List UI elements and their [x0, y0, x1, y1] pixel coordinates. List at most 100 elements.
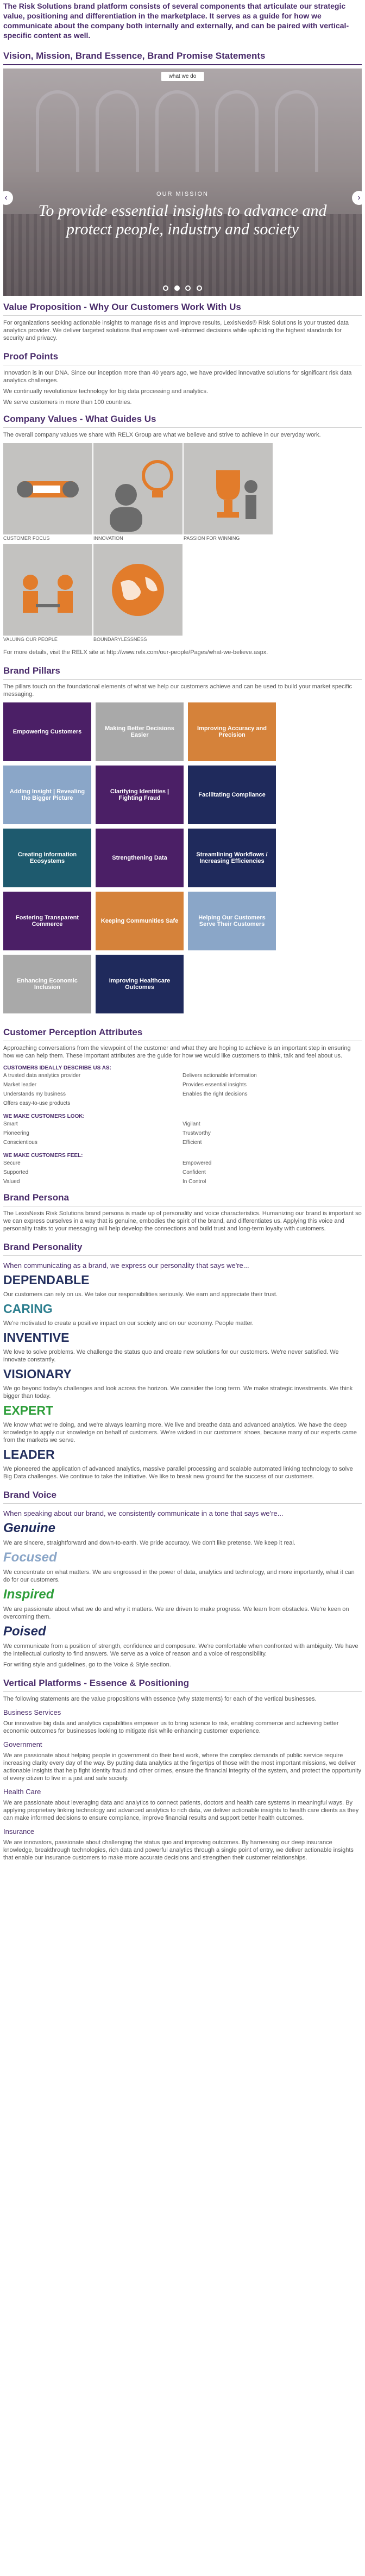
carousel-dot[interactable]: [185, 285, 191, 291]
value-label: CUSTOMER FOCUS: [3, 536, 50, 541]
carousel-prev-arrow-icon[interactable]: ‹: [3, 191, 13, 205]
arch-decoration: [96, 90, 139, 172]
trait-word: EXPERT: [3, 1403, 54, 1417]
attribute: Pioneering: [3, 1130, 29, 1136]
pillar-tile: Clarifying Identities | Fighting Fraud: [96, 766, 184, 824]
trait-desc: We love to solve problems. We challenge …: [3, 1349, 339, 1363]
brand-pillars-heading: Brand Pillars: [3, 659, 362, 680]
pillar-empty: [280, 829, 365, 887]
pillar-tile: Improving Accuracy and Precision: [188, 702, 276, 761]
attribute: A trusted data analytics provider: [3, 1073, 81, 1079]
pillar-empty: [280, 892, 365, 950]
pillar-tile: Making Better Decisions Easier: [96, 702, 184, 761]
perception-text: Approaching conversations from the viewp…: [3, 1045, 351, 1059]
describe-list: A trusted data analytics provider Market…: [3, 1071, 362, 1108]
value-passion-for-winning: PASSION FOR WINNING: [184, 443, 273, 544]
voice-heading: Brand Voice: [3, 1484, 362, 1504]
proof-point: We serve customers in more than 100 coun…: [3, 399, 132, 406]
mission-statement: To provide essential insights to advance…: [38, 202, 327, 238]
feel-list: Secure Supported Valued Empowered Confid…: [3, 1159, 362, 1186]
relx-link-text[interactable]: For more details, visit the RELX site at…: [3, 649, 268, 656]
trait-word: VISIONARY: [3, 1367, 72, 1381]
intro-text: The Risk Solutions brand platform consis…: [3, 2, 349, 40]
trophy-icon: [184, 443, 273, 534]
trait-word: INVENTIVE: [3, 1330, 70, 1345]
attribute: Valued: [3, 1179, 20, 1185]
attribute: Delivers actionable information: [182, 1073, 257, 1079]
value-label: PASSION FOR WINNING: [184, 536, 240, 541]
tone-word: Focused: [3, 1550, 57, 1565]
value-label: VALUING OUR PEOPLE: [3, 637, 58, 642]
company-values-heading: Company Values - What Guides Us: [3, 408, 362, 428]
values-grid: CUSTOMER FOCUS INNOVATION PASSION FOR WI…: [3, 443, 362, 645]
arch-decoration: [36, 90, 79, 172]
crowd-floor: [3, 214, 362, 296]
pillar-tile: Improving Healthcare Outcomes: [96, 955, 184, 1013]
attribute: Confident: [182, 1169, 206, 1175]
perception-heading: Customer Perception Attributes: [3, 1021, 362, 1041]
proof-point: Innovation is in our DNA. Since our ince…: [3, 370, 352, 384]
attribute: Market leader: [3, 1082, 37, 1088]
trait-word: DEPENDABLE: [3, 1273, 90, 1287]
vertical-title: Insurance: [3, 1827, 35, 1835]
attribute: Efficient: [182, 1140, 202, 1146]
globe-icon: [93, 544, 182, 636]
attribute: In Control: [182, 1179, 206, 1185]
look-list: Smart Pioneering Conscientious Vigilant …: [3, 1119, 362, 1147]
arch-decoration: [275, 90, 318, 172]
attribute: Conscientious: [3, 1140, 37, 1146]
vertical-desc: We are passionate about helping people i…: [3, 1752, 362, 1782]
value-customer-focus: CUSTOMER FOCUS: [3, 443, 92, 544]
carousel-next-arrow-icon[interactable]: ›: [352, 191, 362, 205]
pillar-tile: Helping Our Customers Serve Their Custom…: [188, 892, 276, 950]
pillar-empty: [280, 702, 365, 761]
brand-pillars-text: The pillars touch on the foundational el…: [3, 683, 353, 698]
attribute: Enables the right decisions: [182, 1091, 248, 1097]
pillar-tile: Adding Insight | Revealing the Bigger Pi…: [3, 766, 91, 824]
value-innovation: INNOVATION: [93, 443, 182, 544]
tone-desc: We are sincere, straightforward and down…: [3, 1540, 295, 1546]
verticals-text: The following statements are the value p…: [3, 1696, 317, 1702]
attribute: Trustworthy: [182, 1130, 211, 1136]
value-label: INNOVATION: [93, 536, 123, 541]
carousel-dot-active[interactable]: [174, 285, 180, 291]
vertical-desc: We are innovators, passionate about chal…: [3, 1839, 354, 1861]
personality-heading: Brand Personality: [3, 1236, 362, 1256]
trait-desc: We go beyond today's challenges and look…: [3, 1385, 353, 1399]
pillar-tile: Facilitating Compliance: [188, 766, 276, 824]
value-label: BOUNDARYLESSNESS: [93, 637, 147, 642]
pillar-tile: Streamlining Workflows / Increasing Effi…: [188, 829, 276, 887]
value-empty: [274, 443, 363, 544]
vertical-title: Health Care: [3, 1788, 41, 1796]
trait-desc: We know what we're doing, and we're alwa…: [3, 1422, 357, 1443]
feel-heading: WE MAKE CUSTOMERS FEEL:: [3, 1153, 83, 1159]
pillar-tile: Fostering Transparent Commerce: [3, 892, 91, 950]
mission-label: OUR MISSION: [156, 191, 209, 197]
tone-desc: We communicate from a position of streng…: [3, 1643, 358, 1657]
describe-heading: CUSTOMERS IDEALLY DESCRIBE US AS:: [3, 1065, 111, 1071]
attribute: Understands my business: [3, 1091, 66, 1097]
value-prop-heading: Value Proposition - Why Our Customers Wo…: [3, 296, 362, 316]
personality-lead: When communicating as a brand, we expres…: [3, 1261, 249, 1270]
pillars-grid: Empowering Customers Making Better Decisi…: [3, 702, 365, 1013]
vertical-title: Business Services: [3, 1708, 61, 1716]
attribute: Secure: [3, 1160, 21, 1166]
vertical-desc: We are passionate about leveraging data …: [3, 1800, 359, 1821]
trait-desc: We pioneered the application of advanced…: [3, 1466, 353, 1480]
value-valuing-people: VALUING OUR PEOPLE: [3, 544, 92, 645]
carousel-tab[interactable]: what we do: [161, 72, 204, 81]
pillar-tile: Enhancing Economic Inclusion: [3, 955, 91, 1013]
arch-decoration: [215, 90, 259, 172]
attribute: Empowered: [182, 1160, 212, 1166]
tone-word: Genuine: [3, 1521, 56, 1535]
proof-points-heading: Proof Points: [3, 345, 362, 365]
vertical-desc: Our innovative big data and analytics ca…: [3, 1720, 339, 1734]
attribute: Supported: [3, 1169, 29, 1175]
mission-carousel: what we do OUR MISSION To provide essent…: [3, 69, 362, 296]
carousel-dot[interactable]: [196, 285, 202, 291]
voice-style-link[interactable]: For writing style and guidelines, go to …: [3, 1662, 171, 1668]
voice-lead: When speaking about our brand, we consis…: [3, 1509, 284, 1517]
attribute: Provides essential insights: [182, 1082, 247, 1088]
carousel-dot[interactable]: [163, 285, 169, 291]
tone-desc: We concentrate on what matters. We are e…: [3, 1569, 355, 1583]
